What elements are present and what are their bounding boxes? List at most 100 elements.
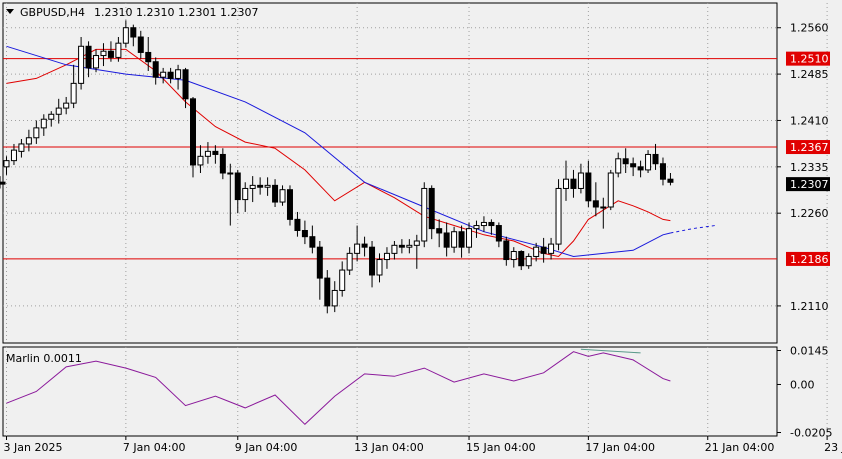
price-tick-label: 1.2335	[790, 161, 829, 174]
bear-candle-body	[659, 163, 666, 180]
bull-candle-body	[577, 172, 584, 189]
bear-candle-body	[436, 228, 443, 234]
indicator-tick-label: 0.0145	[790, 345, 829, 358]
bull-candle-body	[93, 55, 100, 69]
bull-candle-body	[354, 243, 361, 254]
bull-candle-body	[383, 252, 390, 261]
bear-candle-body	[570, 178, 577, 189]
bull-candle-body	[533, 246, 540, 257]
bull-candle-body	[18, 143, 25, 152]
symbol-timeframe: GBPUSD,H4	[20, 6, 85, 19]
bear-candle-body	[592, 200, 599, 208]
bear-candle-body	[137, 36, 144, 53]
bear-candle-body	[488, 221, 495, 227]
ma-slow-projection	[670, 225, 716, 234]
bull-candle-body	[346, 252, 353, 271]
time-axis[interactable]: 3 Jan 2025 7 Jan 04:00 9 Jan 04:00 13 Jan 0…	[4, 436, 842, 454]
bear-candle-body	[272, 184, 279, 203]
price-tick-label: 1.2560	[790, 22, 829, 35]
bull-candle-body	[115, 42, 122, 58]
bull-candle-body	[376, 259, 383, 276]
bear-candle-body	[503, 240, 510, 261]
bull-candle-body	[3, 160, 10, 168]
bull-candle-body	[122, 27, 129, 44]
bear-candle-body	[234, 172, 241, 201]
bull-candle-body	[413, 240, 420, 246]
bull-candle-body	[160, 71, 167, 78]
time-tick-label: 23 Jan 04:00	[824, 441, 842, 454]
bull-candle-body	[466, 228, 473, 248]
price-tick-label: 1.2485	[790, 68, 829, 81]
time-tick-label: 17 Jan 04:00	[585, 441, 655, 454]
indicator-plot-area[interactable]	[2, 346, 778, 437]
bull-candle-body	[279, 189, 286, 203]
level-price-tag	[786, 251, 830, 266]
level-price-label: 1.2510	[790, 53, 829, 66]
bull-candle-body	[555, 187, 562, 245]
price-tick-label: 1.2260	[790, 207, 829, 220]
bear-candle-body	[443, 232, 450, 248]
bear-candle-body	[667, 178, 674, 183]
indicator-axis[interactable]: 0.0145 0.00 -0.0205	[777, 345, 832, 440]
bear-candle-body	[309, 236, 316, 248]
indicator-tick-label: 0.00	[790, 378, 815, 391]
bull-candle-body	[33, 127, 40, 139]
bull-candle-body	[421, 187, 428, 242]
bull-candle-body	[63, 102, 70, 109]
marlin-line	[6, 351, 671, 425]
bear-candle-body	[458, 231, 465, 248]
bear-candle-body	[145, 51, 152, 63]
time-tick-label: 15 Jan 04:00	[466, 441, 536, 454]
bull-candle-body	[548, 243, 555, 254]
time-tick-label: 7 Jan 04:00	[123, 441, 186, 454]
bull-candle-body	[451, 231, 458, 248]
bull-candle-body	[510, 251, 517, 261]
price-axis[interactable]: 1.2560 1.2485 1.2410 1.2335 1.2260 1.2110	[777, 22, 829, 313]
bull-candle-body	[645, 153, 652, 171]
oscillator-lines	[6, 348, 671, 425]
divergence-line	[580, 348, 641, 354]
bull-candle-body	[175, 69, 182, 79]
bear-candle-body	[369, 246, 376, 276]
bull-candle-body	[525, 255, 532, 267]
bull-candle-body	[473, 225, 480, 230]
bull-candle-body	[339, 269, 346, 291]
bull-candle-body	[100, 50, 107, 57]
ohlc-values: 1.2310 1.2310 1.2301 1.2307	[94, 6, 258, 19]
dropdown-arrow-icon[interactable]	[6, 9, 14, 14]
level-price-tag	[786, 140, 830, 155]
bear-candle-body	[398, 244, 405, 248]
bull-candle-body	[197, 155, 204, 166]
bull-candle-body	[615, 158, 622, 174]
bull-candle-body	[331, 289, 338, 307]
bull-candle-body	[70, 82, 77, 104]
bull-candle-body	[607, 172, 614, 208]
bear-candle-body	[212, 150, 219, 155]
bear-candle-body	[428, 187, 435, 230]
bull-candle-body	[78, 45, 85, 84]
bear-candle-body	[152, 61, 159, 78]
bear-candle-body	[167, 71, 174, 79]
bear-candle-body	[361, 243, 368, 248]
bull-candle-body	[600, 206, 607, 209]
bear-candle-body	[286, 189, 293, 220]
horizontal-levels[interactable]: 1.2510 1.2367 1.2186 1.2307	[3, 51, 830, 266]
bull-candle-body	[55, 107, 62, 115]
bear-candle-body	[495, 225, 502, 242]
bull-candle-body	[48, 113, 55, 120]
time-tick-label: 9 Jan 04:00	[235, 441, 298, 454]
bear-candle-body	[130, 27, 137, 38]
time-tick-label: 13 Jan 04:00	[354, 441, 424, 454]
bear-candle-body	[0, 181, 6, 185]
bear-candle-body	[324, 277, 331, 307]
bear-candle-body	[630, 163, 637, 168]
bull-candle-body	[264, 184, 271, 188]
bull-candle-body	[10, 149, 17, 162]
bear-candle-body	[107, 50, 114, 58]
bull-candle-body	[406, 244, 413, 248]
level-price-label: 1.2367	[790, 141, 829, 154]
chart-header: GBPUSD,H4 1.2310 1.2310 1.2301 1.2307	[6, 6, 258, 19]
bull-candle-body	[563, 178, 569, 189]
bear-candle-body	[257, 184, 264, 188]
